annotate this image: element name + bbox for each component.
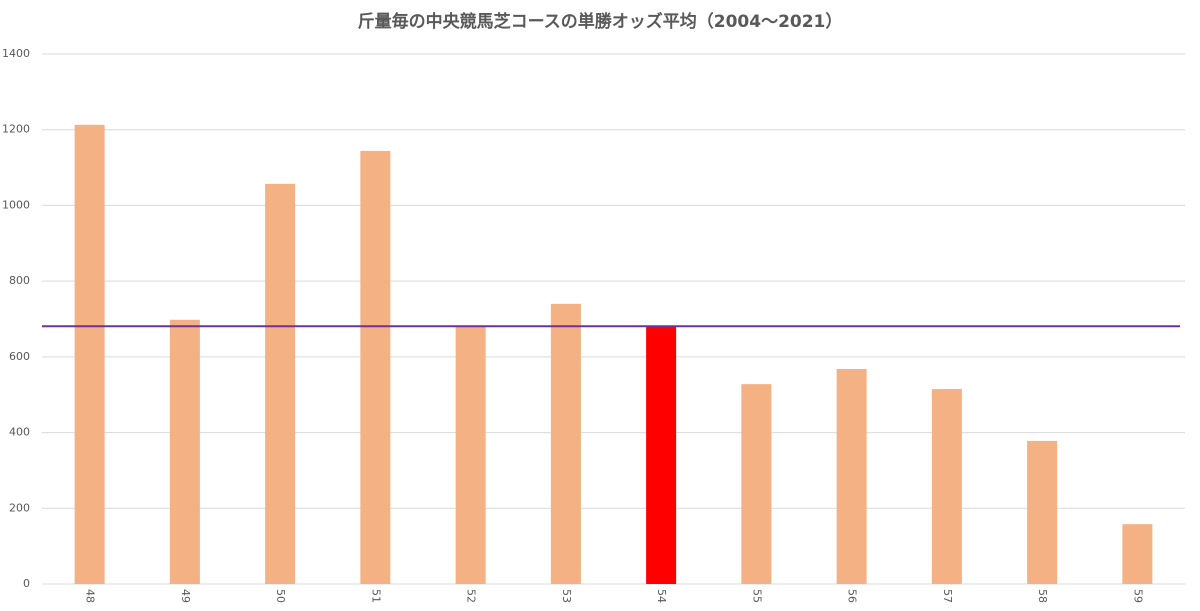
bar <box>169 319 200 584</box>
x-tick-label: 56 <box>846 589 859 603</box>
x-tick-label: 48 <box>84 589 97 603</box>
bar <box>74 124 105 585</box>
y-tick-label: 1400 <box>2 47 30 60</box>
y-tick-label: 1000 <box>2 198 30 211</box>
x-tick-label: 53 <box>560 589 573 603</box>
y-tick-label: 600 <box>9 350 30 363</box>
y-tick-label: 0 <box>23 577 30 590</box>
x-tick-label: 51 <box>369 589 382 603</box>
bar <box>1122 524 1153 584</box>
bar <box>646 326 677 584</box>
y-tick-label: 800 <box>9 274 30 287</box>
chart-title: 斤量毎の中央競馬芝コースの単勝オッズ平均（2004～2021） <box>358 11 843 32</box>
bar <box>836 368 867 584</box>
y-tick-label: 1200 <box>2 123 30 136</box>
y-tick-label: 400 <box>9 426 30 439</box>
x-tick-label: 58 <box>1036 589 1049 603</box>
bar <box>550 303 581 584</box>
bar <box>741 384 772 584</box>
x-tick-label: 59 <box>1131 589 1144 603</box>
x-tick-label: 49 <box>179 589 192 603</box>
y-tick-label: 200 <box>9 501 30 514</box>
bar <box>931 389 962 584</box>
x-tick-label: 52 <box>465 589 478 603</box>
bar <box>360 150 391 584</box>
x-tick-label: 50 <box>274 589 287 603</box>
bar <box>455 326 486 584</box>
x-tick-label: 55 <box>750 589 763 603</box>
x-tick-label: 57 <box>941 589 954 603</box>
bar <box>265 183 296 584</box>
bar <box>1027 440 1058 584</box>
x-tick-label: 54 <box>655 589 668 603</box>
